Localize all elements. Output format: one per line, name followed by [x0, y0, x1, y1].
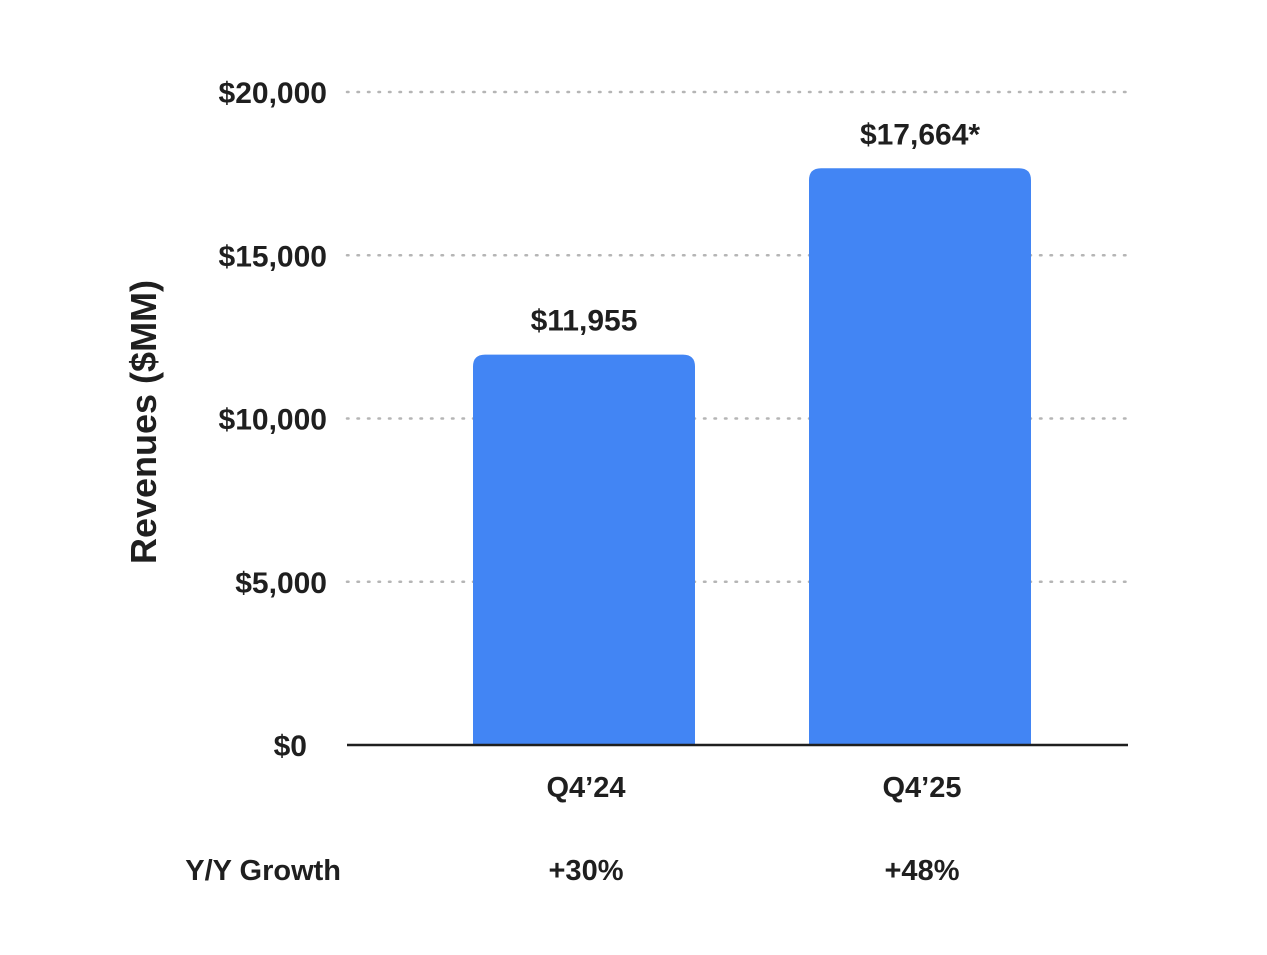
- y-axis-title: Revenues ($MM): [123, 280, 164, 564]
- x-axis-categories: Q4’24 Q4’25: [547, 772, 962, 804]
- growth-value: +30%: [549, 855, 624, 887]
- y-axis-ticks: $0 $5,000 $10,000 $15,000 $20,000: [219, 77, 327, 763]
- data-label: $11,955: [531, 305, 638, 338]
- bar-1: [473, 354, 695, 745]
- x-category-label: Q4’25: [883, 772, 962, 804]
- y-tick-label: $0: [274, 730, 307, 763]
- data-label: $17,664*: [860, 118, 980, 151]
- bar-2: [809, 168, 1031, 746]
- growth-value: +48%: [885, 855, 960, 887]
- data-labels: $11,955 $17,664*: [531, 118, 981, 337]
- bars: [473, 168, 1031, 746]
- growth-values: +30% +48%: [549, 855, 960, 887]
- y-tick-label: $15,000: [219, 240, 327, 273]
- y-tick-label: $10,000: [219, 404, 327, 437]
- y-tick-label: $5,000: [235, 567, 327, 600]
- y-tick-label: $20,000: [219, 77, 327, 110]
- x-category-label: Q4’24: [547, 772, 626, 804]
- growth-row-label: Y/Y Growth: [185, 855, 341, 887]
